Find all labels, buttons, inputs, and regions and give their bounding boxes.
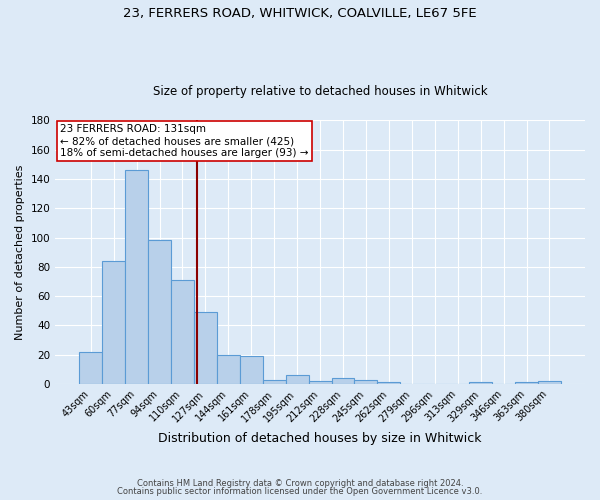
- X-axis label: Distribution of detached houses by size in Whitwick: Distribution of detached houses by size …: [158, 432, 482, 445]
- Bar: [217, 354, 240, 384]
- Bar: [263, 380, 286, 384]
- Text: 23, FERRERS ROAD, WHITWICK, COALVILLE, LE67 5FE: 23, FERRERS ROAD, WHITWICK, COALVILLE, L…: [123, 8, 477, 20]
- Y-axis label: Number of detached properties: Number of detached properties: [15, 164, 25, 340]
- Bar: [240, 356, 263, 384]
- Bar: [148, 240, 171, 384]
- Bar: [469, 382, 492, 384]
- Bar: [538, 381, 561, 384]
- Bar: [286, 375, 308, 384]
- Bar: [308, 381, 332, 384]
- Text: Contains HM Land Registry data © Crown copyright and database right 2024.: Contains HM Land Registry data © Crown c…: [137, 478, 463, 488]
- Bar: [355, 380, 377, 384]
- Bar: [194, 312, 217, 384]
- Text: 23 FERRERS ROAD: 131sqm
← 82% of detached houses are smaller (425)
18% of semi-d: 23 FERRERS ROAD: 131sqm ← 82% of detache…: [61, 124, 309, 158]
- Bar: [125, 170, 148, 384]
- Bar: [332, 378, 355, 384]
- Bar: [515, 382, 538, 384]
- Text: Contains public sector information licensed under the Open Government Licence v3: Contains public sector information licen…: [118, 487, 482, 496]
- Bar: [79, 352, 102, 384]
- Title: Size of property relative to detached houses in Whitwick: Size of property relative to detached ho…: [153, 86, 487, 98]
- Bar: [171, 280, 194, 384]
- Bar: [377, 382, 400, 384]
- Bar: [102, 261, 125, 384]
